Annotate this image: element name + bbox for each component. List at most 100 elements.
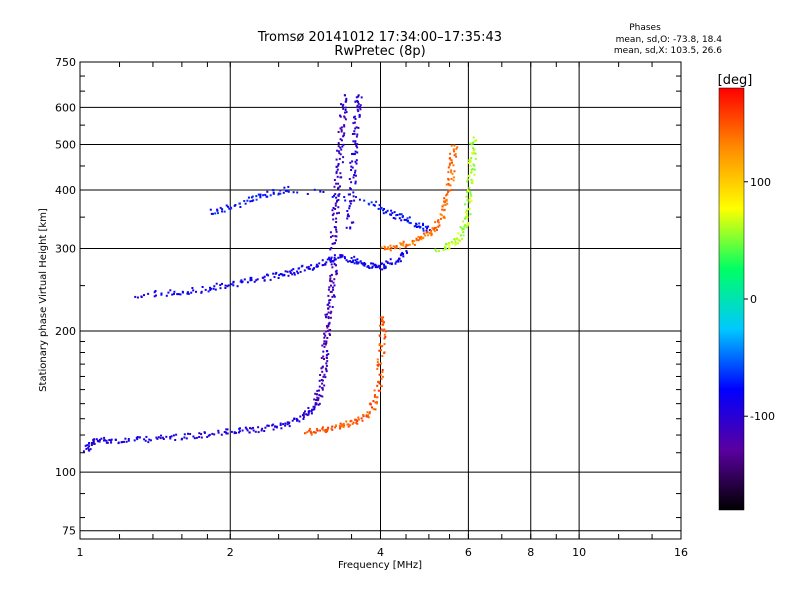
data-point [372, 400, 375, 403]
data-point [339, 176, 342, 179]
data-point [324, 430, 327, 433]
data-point [348, 178, 351, 180]
data-point [339, 254, 342, 256]
data-point [182, 291, 184, 294]
data-point [338, 157, 341, 160]
data-point [460, 227, 463, 230]
data-point [359, 104, 362, 107]
data-point [351, 261, 354, 264]
data-point [449, 184, 452, 187]
data-point [273, 276, 276, 278]
data-point [370, 201, 373, 204]
data-point [279, 273, 282, 275]
data-point [332, 260, 335, 263]
data-point [468, 200, 471, 203]
data-point [431, 227, 434, 230]
data-point [261, 427, 264, 430]
data-point [471, 179, 474, 182]
data-point [201, 286, 204, 288]
data-point [153, 295, 156, 298]
data-point [352, 421, 355, 424]
data-point [467, 178, 469, 181]
data-point [334, 426, 337, 429]
data-point [307, 407, 310, 409]
data-point [353, 174, 356, 176]
data-point [290, 269, 293, 272]
data-point [455, 242, 458, 245]
data-point [157, 436, 160, 439]
data-point [348, 205, 351, 208]
data-point [441, 205, 444, 208]
data-point [374, 394, 376, 397]
data-point [469, 160, 472, 163]
data-point [257, 193, 260, 196]
data-point [98, 440, 101, 443]
data-point [411, 239, 414, 242]
data-point [383, 245, 386, 248]
data-point [336, 149, 339, 152]
data-point [333, 226, 336, 228]
data-point [333, 259, 336, 261]
data-point [335, 196, 338, 199]
data-point [272, 191, 275, 194]
data-point [357, 418, 360, 421]
data-point [227, 284, 230, 287]
data-point [354, 140, 357, 143]
data-point [244, 426, 247, 429]
data-point [306, 431, 309, 433]
data-point [389, 244, 392, 247]
data-point [385, 211, 388, 214]
data-point [339, 115, 342, 118]
data-point [165, 435, 168, 438]
y-tick-label: 400 [55, 184, 76, 197]
data-point [267, 424, 270, 427]
data-point [466, 189, 469, 192]
data-point [318, 394, 321, 397]
data-point [203, 431, 206, 434]
x-tick-label: 1 [77, 546, 84, 559]
data-point [338, 424, 341, 427]
data-point [331, 295, 334, 298]
data-point [454, 238, 457, 241]
data-point [355, 126, 358, 129]
data-point [252, 429, 255, 432]
data-point [277, 277, 280, 279]
data-point [408, 216, 411, 219]
data-point [416, 226, 418, 228]
data-point [246, 281, 249, 284]
data-point [378, 349, 381, 352]
data-point [138, 436, 141, 439]
data-point [422, 224, 424, 226]
data-point [283, 186, 286, 189]
data-point [334, 204, 337, 207]
data-point [339, 127, 342, 130]
data-point [87, 449, 90, 451]
data-point [356, 258, 359, 261]
data-point [402, 244, 405, 247]
data-point [464, 203, 467, 206]
data-point [312, 431, 315, 434]
data-point [243, 278, 246, 281]
data-point [466, 180, 469, 183]
data-point [321, 427, 324, 430]
data-point [378, 264, 381, 267]
data-point [349, 161, 352, 164]
y-tick-label: 300 [55, 243, 76, 256]
data-point [317, 398, 320, 401]
data-point [257, 426, 260, 429]
data-point [335, 158, 338, 161]
data-point [468, 159, 471, 162]
data-point [353, 132, 356, 135]
data-point [329, 260, 332, 263]
data-point [323, 358, 325, 360]
data-point [368, 412, 371, 415]
data-point [147, 292, 150, 295]
data-point [376, 364, 379, 367]
colorbar [718, 87, 745, 511]
data-point [327, 353, 330, 356]
data-point [136, 438, 139, 441]
data-point [439, 217, 442, 220]
data-point [114, 438, 117, 441]
data-point [325, 354, 328, 356]
data-point [353, 116, 355, 119]
